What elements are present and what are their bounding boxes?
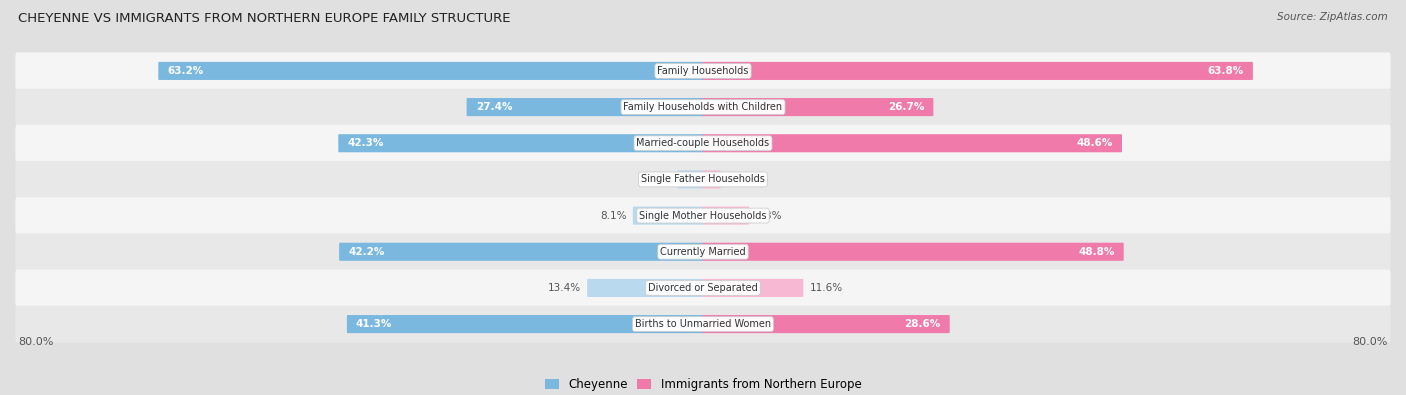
FancyBboxPatch shape bbox=[703, 170, 721, 188]
Text: Source: ZipAtlas.com: Source: ZipAtlas.com bbox=[1277, 12, 1388, 22]
FancyBboxPatch shape bbox=[588, 279, 703, 297]
FancyBboxPatch shape bbox=[703, 207, 749, 225]
FancyBboxPatch shape bbox=[467, 98, 703, 116]
Text: 80.0%: 80.0% bbox=[18, 337, 53, 346]
FancyBboxPatch shape bbox=[703, 134, 1122, 152]
Text: 63.2%: 63.2% bbox=[167, 66, 204, 76]
FancyBboxPatch shape bbox=[15, 306, 1391, 342]
Text: 27.4%: 27.4% bbox=[475, 102, 512, 112]
FancyBboxPatch shape bbox=[633, 207, 703, 225]
Legend: Cheyenne, Immigrants from Northern Europe: Cheyenne, Immigrants from Northern Europ… bbox=[540, 373, 866, 395]
Text: 13.4%: 13.4% bbox=[547, 283, 581, 293]
FancyBboxPatch shape bbox=[339, 243, 703, 261]
Text: 63.8%: 63.8% bbox=[1208, 66, 1244, 76]
Text: 42.2%: 42.2% bbox=[349, 247, 385, 257]
Text: 80.0%: 80.0% bbox=[1353, 337, 1388, 346]
Text: 2.0%: 2.0% bbox=[727, 175, 754, 184]
FancyBboxPatch shape bbox=[703, 62, 1253, 80]
Text: 42.3%: 42.3% bbox=[347, 138, 384, 148]
Text: Family Households: Family Households bbox=[658, 66, 748, 76]
FancyBboxPatch shape bbox=[159, 62, 703, 80]
FancyBboxPatch shape bbox=[703, 279, 803, 297]
FancyBboxPatch shape bbox=[703, 98, 934, 116]
Text: Divorced or Separated: Divorced or Separated bbox=[648, 283, 758, 293]
FancyBboxPatch shape bbox=[15, 161, 1391, 198]
Text: CHEYENNE VS IMMIGRANTS FROM NORTHERN EUROPE FAMILY STRUCTURE: CHEYENNE VS IMMIGRANTS FROM NORTHERN EUR… bbox=[18, 12, 510, 25]
FancyBboxPatch shape bbox=[703, 315, 949, 333]
FancyBboxPatch shape bbox=[347, 315, 703, 333]
Text: Currently Married: Currently Married bbox=[661, 247, 745, 257]
Text: 41.3%: 41.3% bbox=[356, 319, 392, 329]
Text: 2.9%: 2.9% bbox=[644, 175, 671, 184]
FancyBboxPatch shape bbox=[15, 88, 1391, 126]
Text: 11.6%: 11.6% bbox=[810, 283, 844, 293]
FancyBboxPatch shape bbox=[15, 53, 1391, 89]
Text: 5.3%: 5.3% bbox=[755, 211, 782, 220]
FancyBboxPatch shape bbox=[15, 233, 1391, 270]
Text: Single Father Households: Single Father Households bbox=[641, 175, 765, 184]
FancyBboxPatch shape bbox=[339, 134, 703, 152]
Text: 48.6%: 48.6% bbox=[1077, 138, 1114, 148]
FancyBboxPatch shape bbox=[15, 197, 1391, 234]
Text: 48.8%: 48.8% bbox=[1078, 247, 1115, 257]
Text: Births to Unmarried Women: Births to Unmarried Women bbox=[636, 319, 770, 329]
Text: Married-couple Households: Married-couple Households bbox=[637, 138, 769, 148]
FancyBboxPatch shape bbox=[15, 269, 1391, 307]
FancyBboxPatch shape bbox=[15, 125, 1391, 162]
Text: Single Mother Households: Single Mother Households bbox=[640, 211, 766, 220]
Text: Family Households with Children: Family Households with Children bbox=[623, 102, 783, 112]
FancyBboxPatch shape bbox=[703, 243, 1123, 261]
Text: 28.6%: 28.6% bbox=[904, 319, 941, 329]
Text: 26.7%: 26.7% bbox=[889, 102, 924, 112]
Text: 8.1%: 8.1% bbox=[600, 211, 626, 220]
FancyBboxPatch shape bbox=[678, 170, 703, 188]
